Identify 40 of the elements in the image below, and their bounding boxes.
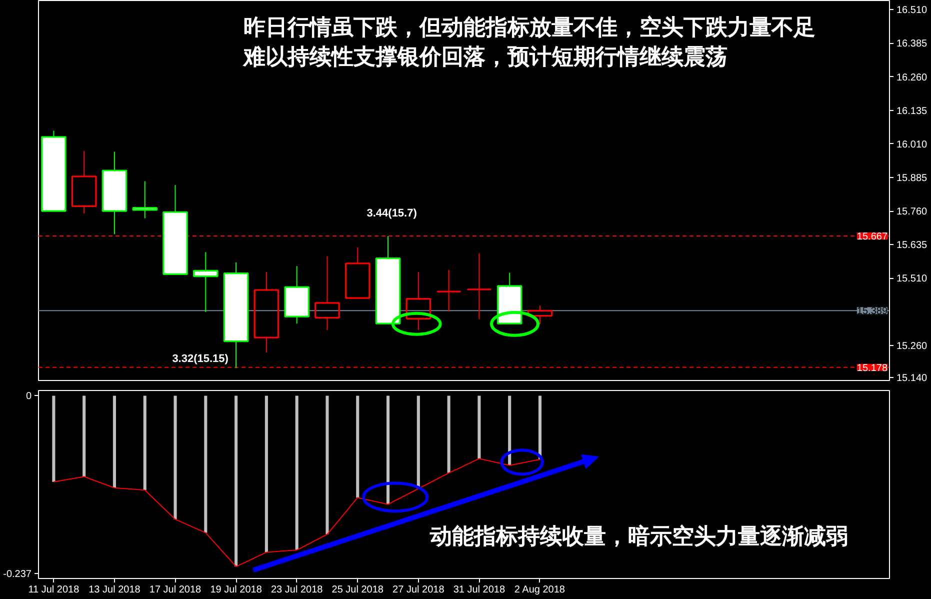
candlestick (162, 184, 188, 275)
candlestick (466, 252, 492, 320)
annotation: 昨日行情虽下跌，但动能指标放量不佳，空头下跌力量不足 (244, 14, 816, 40)
candlestick (193, 252, 218, 313)
candlestick (344, 246, 370, 299)
y-tick-label: 16.510 (896, 5, 928, 16)
annotation: 3.32(15.15) (172, 352, 229, 365)
x-tick-label: 13 Jul 2018 (88, 584, 141, 596)
line-series (53, 458, 540, 568)
candlestick (71, 150, 97, 214)
y-tick-label: 16.010 (896, 139, 928, 150)
candlestick (132, 180, 158, 219)
candlestick (254, 272, 280, 354)
y-tick-label: 16.260 (896, 72, 928, 84)
x-tick-label: 11 Jul 2018 (28, 584, 80, 596)
candlestick (314, 256, 340, 331)
x-tick-label: 31 Jul 2018 (453, 584, 506, 596)
y-tick-label: -0.237 (3, 568, 32, 580)
y-tick-label: 15.260 (896, 340, 928, 352)
candlestick (527, 305, 553, 325)
x-tick-label: 17 Jul 2018 (149, 584, 202, 596)
y-tick-label: 15.760 (896, 206, 928, 218)
y-tick-label: 0 (26, 391, 32, 402)
y-tick-label: 15.510 (896, 274, 928, 285)
annotation: 动能指标持续收量，暗示空头力量逐渐减弱 (428, 523, 848, 548)
x-tick-label: 25 Jul 2018 (332, 584, 384, 596)
candlestick (436, 269, 462, 312)
x-tick-label: 19 Jul 2018 (210, 584, 262, 596)
annotation: 3.44(15.7) (366, 208, 418, 220)
x-tick-label: 27 Jul 2018 (392, 584, 445, 596)
y-tick-label: 16.385 (896, 38, 928, 50)
candlestick (406, 272, 432, 331)
candlestick (102, 151, 128, 235)
x-tick-label: 23 Jul 2018 (270, 584, 324, 596)
annotation: 难以持续性支撑银价回落，预计短期行情继续震荡 (242, 44, 728, 70)
x-tick-label: 2 Aug 2018 (514, 584, 566, 596)
y-tick-label: 15.140 (896, 373, 928, 384)
y-tick-label: 15.885 (896, 172, 928, 184)
y-tick-label: 16.135 (896, 106, 928, 117)
y-tick-label: 15.635 (896, 240, 928, 252)
